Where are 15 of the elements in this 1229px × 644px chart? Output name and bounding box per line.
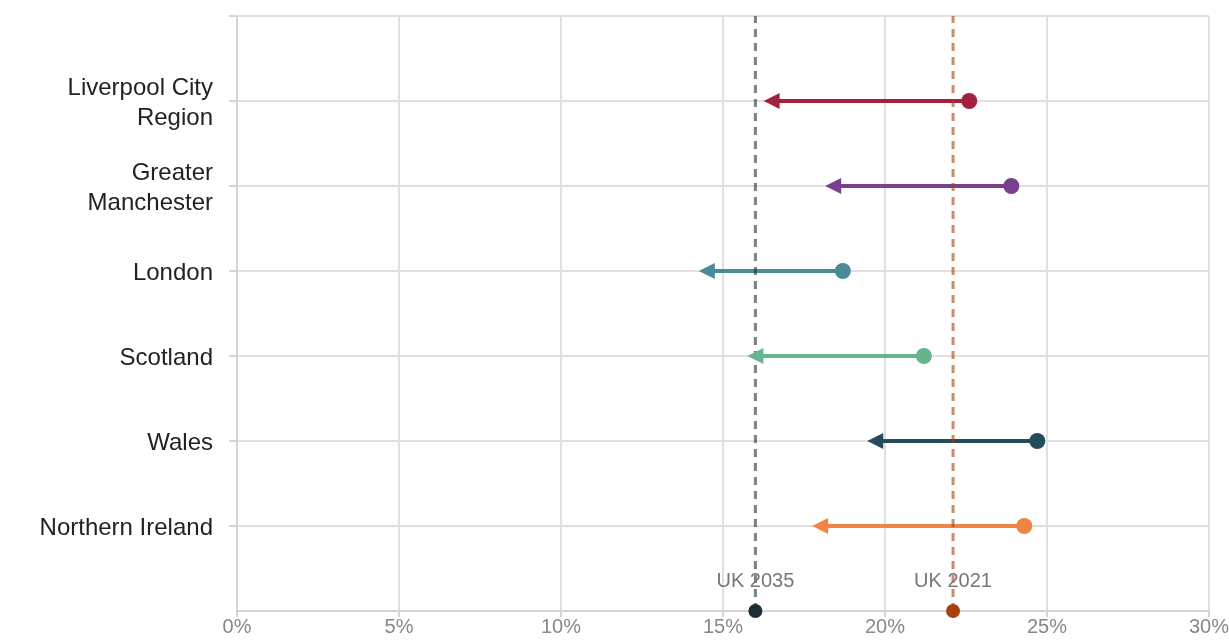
ref-line-label: UK 2035 [716, 569, 795, 591]
y-tick-label: London [132, 257, 213, 285]
y-tick-label: Northern Ireland [39, 512, 213, 540]
x-tick-label: 15% [702, 615, 744, 638]
ref-line-label: UK 2021 [914, 569, 992, 591]
x-tick-label: 0% [222, 615, 252, 638]
x-tick-label: 5% [384, 615, 414, 638]
y-tick-label: Greater Manchester [87, 157, 214, 215]
y-tick-label: Liverpool City Region [67, 72, 213, 130]
x-tick-label: 20% [864, 615, 906, 638]
x-tick-label: 25% [1026, 615, 1068, 638]
y-tick-label: Wales [147, 427, 213, 455]
x-tick-label: 30% [1188, 615, 1229, 638]
x-tick-label: 10% [540, 615, 582, 638]
y-tick-label: Scotland [119, 342, 213, 370]
